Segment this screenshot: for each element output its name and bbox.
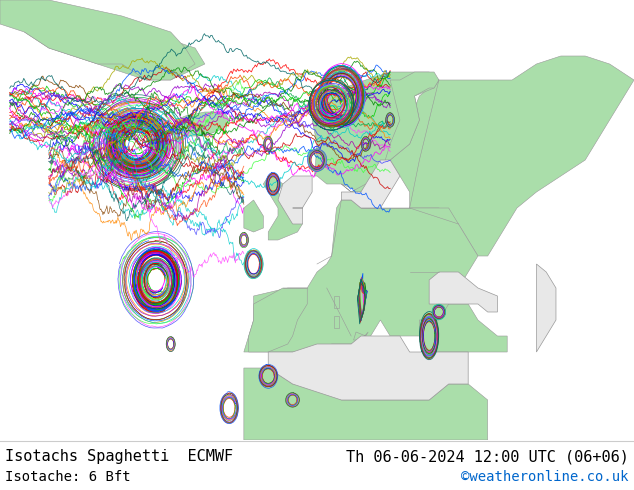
Polygon shape [334,316,339,328]
Polygon shape [263,176,302,240]
Polygon shape [0,0,195,80]
Polygon shape [420,304,507,352]
Polygon shape [278,176,312,224]
Polygon shape [244,200,478,352]
Text: Isotache: 6 Bft: Isotache: 6 Bft [5,470,131,484]
Polygon shape [410,356,420,360]
Polygon shape [312,72,439,192]
Text: Isotachs Spaghetti  ECMWF: Isotachs Spaghetti ECMWF [5,449,233,464]
Text: Th 06-06-2024 12:00 UTC (06+06): Th 06-06-2024 12:00 UTC (06+06) [346,449,629,464]
Polygon shape [24,32,205,80]
Polygon shape [268,336,468,400]
Polygon shape [334,296,339,308]
Polygon shape [341,160,400,208]
Polygon shape [429,272,498,312]
Polygon shape [341,72,439,192]
Polygon shape [390,56,634,256]
Polygon shape [244,368,488,440]
Polygon shape [176,112,230,136]
Polygon shape [536,264,556,352]
Text: ©weatheronline.co.uk: ©weatheronline.co.uk [462,470,629,484]
Polygon shape [354,332,368,340]
Polygon shape [249,288,307,352]
Polygon shape [244,200,263,232]
